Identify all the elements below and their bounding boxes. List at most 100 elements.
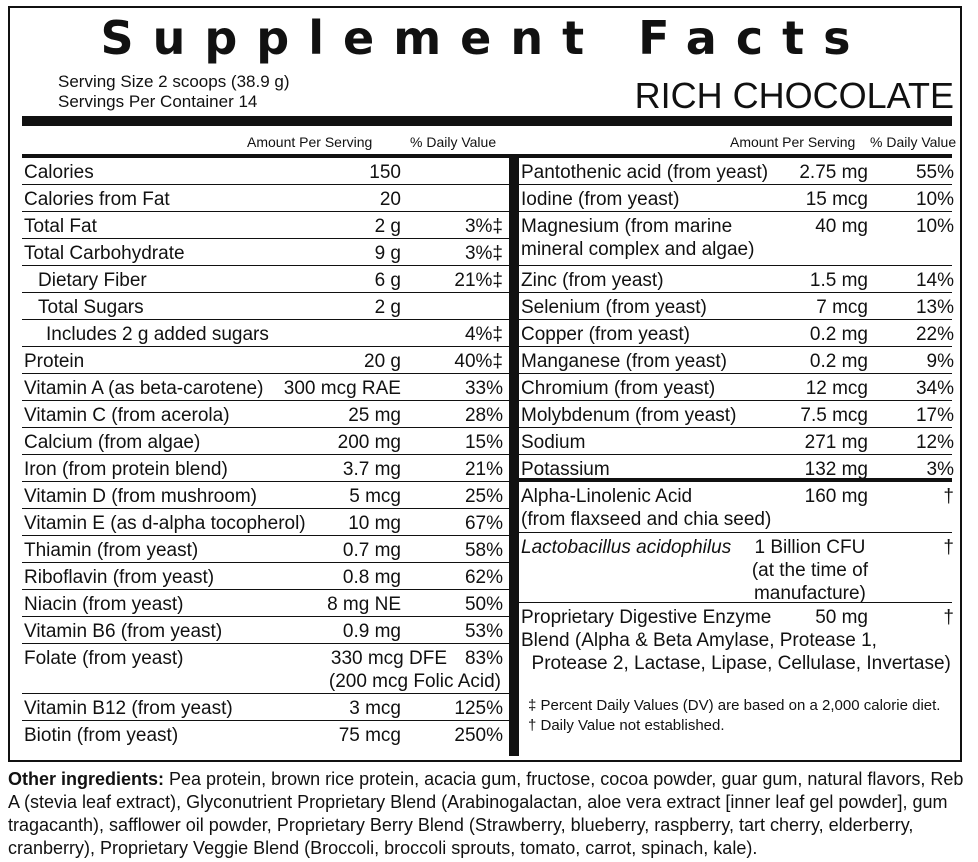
nutrient-daily-value: 9% bbox=[926, 351, 954, 372]
nutrient-daily-value: 40%‡ bbox=[454, 351, 503, 372]
nutrient-row: Total Carbohydrate 9 g 3%‡ bbox=[22, 239, 509, 266]
nutrient-daily-value: 50% bbox=[464, 594, 503, 615]
nutrient-name: Calories bbox=[24, 162, 94, 183]
nutrient-daily-value: 22% bbox=[915, 324, 954, 345]
nutrient-name: Folate (from yeast) bbox=[24, 648, 184, 669]
nutrient-name: Vitamin D (from mushroom) bbox=[24, 486, 257, 507]
other-ingredients: Other ingredients: Pea protein, brown ri… bbox=[8, 768, 973, 860]
nutrient-row: Folate (from yeast) 330 mcg DFE (200 mcg F… bbox=[22, 644, 509, 694]
nutrient-daily-value: 25% bbox=[464, 486, 503, 507]
nutrient-row: Sodium 271 mg 12% bbox=[519, 428, 954, 455]
nutrient-amount: 7.5 mcg bbox=[800, 405, 868, 426]
nutrient-name: Protein bbox=[24, 351, 85, 372]
nutrient-row: Thiamin (from yeast) 0.7 mg 58% bbox=[22, 536, 509, 563]
nutrient-daily-value: 12% bbox=[915, 432, 954, 453]
nutrient-name: Proprietary Digestive Enzyme Blend (Alph… bbox=[521, 607, 951, 674]
nutrient-amount: 7 mcg bbox=[816, 297, 868, 318]
left-dv-header: % Daily Value bbox=[410, 134, 497, 150]
nutrient-row: Total Fat 2 g 3%‡ bbox=[22, 212, 509, 239]
nutrient-amount: 5 mcg bbox=[349, 486, 401, 507]
nutrient-amount: 1.5 mg bbox=[809, 270, 868, 291]
nutrient-daily-value: 250% bbox=[454, 725, 503, 746]
nutrient-amount: 3.7 mg bbox=[342, 459, 401, 480]
nutrient-amount: 6 g bbox=[374, 270, 401, 291]
nutrient-amount: 15 mcg bbox=[805, 189, 868, 210]
nutrient-row: Lactobacillus acidophilus 1 Billion CFU (… bbox=[519, 533, 954, 604]
nutrient-amount: 50 mg bbox=[815, 607, 868, 628]
nutrient-daily-value: † bbox=[943, 607, 954, 628]
nutrient-name: Selenium (from yeast) bbox=[521, 297, 707, 318]
other-ingredients-text: Pea protein, brown rice protein, acacia … bbox=[8, 769, 964, 858]
other-ingredients-label: Other ingredients: bbox=[8, 769, 165, 789]
nutrient-name: Chromium (from yeast) bbox=[521, 378, 716, 399]
nutrient-row: Iodine (from yeast) 15 mcg 10% bbox=[519, 185, 954, 212]
nutrient-amount: 0.2 mg bbox=[809, 324, 868, 345]
nutrient-row: Includes 2 g added sugars 4%‡ bbox=[22, 320, 509, 347]
nutrient-daily-value: 83% bbox=[464, 648, 503, 669]
nutrient-amount: 0.8 mg bbox=[342, 567, 401, 588]
panel-title: Supplement Facts bbox=[100, 11, 870, 65]
nutrient-row: Total Sugars 2 g bbox=[22, 293, 509, 320]
nutrient-amount: 1 Billion CFU (at the time of manufactur… bbox=[751, 537, 868, 604]
nutrient-daily-value: 28% bbox=[464, 405, 503, 426]
nutrient-row: Riboflavin (from yeast) 0.8 mg 62% bbox=[22, 563, 509, 590]
header-rule bbox=[22, 154, 952, 158]
flavor-name: RICH CHOCOLATE bbox=[634, 75, 954, 116]
right-dv-header: % Daily Value bbox=[870, 134, 957, 150]
nutrient-daily-value: 67% bbox=[464, 513, 503, 534]
nutrient-amount: 9 g bbox=[374, 243, 401, 264]
nutrient-amount: 330 mcg DFE (200 mcg Folic Acid) bbox=[328, 648, 501, 692]
nutrient-amount: 300 mcg RAE bbox=[283, 378, 401, 399]
nutrient-name: Includes 2 g added sugars bbox=[46, 324, 269, 345]
nutrient-row: Selenium (from yeast) 7 mcg 13% bbox=[519, 293, 954, 320]
nutrient-name: Copper (from yeast) bbox=[521, 324, 690, 345]
nutrient-amount: 3 mcg bbox=[349, 698, 401, 719]
nutrient-row: Calories from Fat 20 bbox=[22, 185, 509, 212]
nutrient-row: Potassium 132 mg 3% bbox=[519, 455, 954, 482]
nutrient-row: Vitamin D (from mushroom) 5 mcg 25% bbox=[22, 482, 509, 509]
nutrient-name: Vitamin E (as d-alpha tocopherol) bbox=[24, 513, 306, 534]
nutrient-name: Iron (from protein blend) bbox=[24, 459, 228, 480]
nutrient-row: Zinc (from yeast) 1.5 mg 14% bbox=[519, 266, 954, 293]
nutrient-name: Niacin (from yeast) bbox=[24, 594, 184, 615]
right-amount-header: Amount Per Serving bbox=[730, 134, 856, 150]
nutrient-name: Magnesium (from marine mineral complex a… bbox=[521, 216, 755, 260]
nutrient-daily-value: 4%‡ bbox=[464, 324, 503, 345]
serving-size: Serving Size 2 scoops (38.9 g) bbox=[58, 72, 290, 91]
nutrient-row: Dietary Fiber 6 g 21%‡ bbox=[22, 266, 509, 293]
nutrient-row: Alpha-Linolenic Acid (from flaxseed and … bbox=[519, 482, 954, 533]
nutrient-daily-value: 58% bbox=[464, 540, 503, 561]
nutrient-daily-value: 14% bbox=[915, 270, 954, 291]
nutrient-name: Vitamin B12 (from yeast) bbox=[24, 698, 233, 719]
nutrient-daily-value: 21% bbox=[464, 459, 503, 480]
nutrient-row: Vitamin E (as d-alpha tocopherol) 10 mg 67… bbox=[22, 509, 509, 536]
nutrient-amount: 25 mg bbox=[348, 405, 401, 426]
nutrient-name: Total Carbohydrate bbox=[24, 243, 185, 264]
servings-per-container: Servings Per Container 14 bbox=[58, 92, 258, 111]
nutrient-daily-value: † bbox=[943, 537, 954, 558]
nutrient-daily-value: 55% bbox=[915, 162, 954, 183]
nutrient-row: Niacin (from yeast) 8 mg NE 50% bbox=[22, 590, 509, 617]
nutrient-daily-value: 10% bbox=[915, 189, 954, 210]
nutrient-daily-value: 3% bbox=[926, 459, 954, 480]
supplement-facts-panel: Supplement Facts Serving Size 2 scoops (… bbox=[8, 6, 962, 762]
nutrient-row: Chromium (from yeast) 12 mcg 34% bbox=[519, 374, 954, 401]
nutrient-name: Calcium (from algae) bbox=[24, 432, 201, 453]
nutrient-row: Calories 150 bbox=[22, 158, 509, 185]
nutrient-daily-value: 3%‡ bbox=[464, 216, 503, 237]
nutrient-daily-value: 21%‡ bbox=[454, 270, 503, 291]
nutrient-amount: 75 mcg bbox=[338, 725, 401, 746]
nutrient-name: Biotin (from yeast) bbox=[24, 725, 179, 746]
nutrient-daily-value: 15% bbox=[464, 432, 503, 453]
nutrient-name: Total Sugars bbox=[38, 297, 144, 318]
footnotes: ‡ Percent Daily Values (DV) are based on… bbox=[528, 696, 940, 736]
nutrient-row: Proprietary Digestive Enzyme Blend (Alph… bbox=[519, 603, 954, 679]
nutrient-daily-value: 62% bbox=[464, 567, 503, 588]
nutrient-row: Iron (from protein blend) 3.7 mg 21% bbox=[22, 455, 509, 482]
nutrient-daily-value: † bbox=[943, 486, 954, 507]
nutrient-row: Magnesium (from marine mineral complex a… bbox=[519, 212, 954, 266]
nutrient-name: Dietary Fiber bbox=[38, 270, 147, 291]
nutrient-row: Copper (from yeast) 0.2 mg 22% bbox=[519, 320, 954, 347]
nutrient-amount: 132 mg bbox=[804, 459, 868, 480]
nutrient-daily-value: 17% bbox=[915, 405, 954, 426]
